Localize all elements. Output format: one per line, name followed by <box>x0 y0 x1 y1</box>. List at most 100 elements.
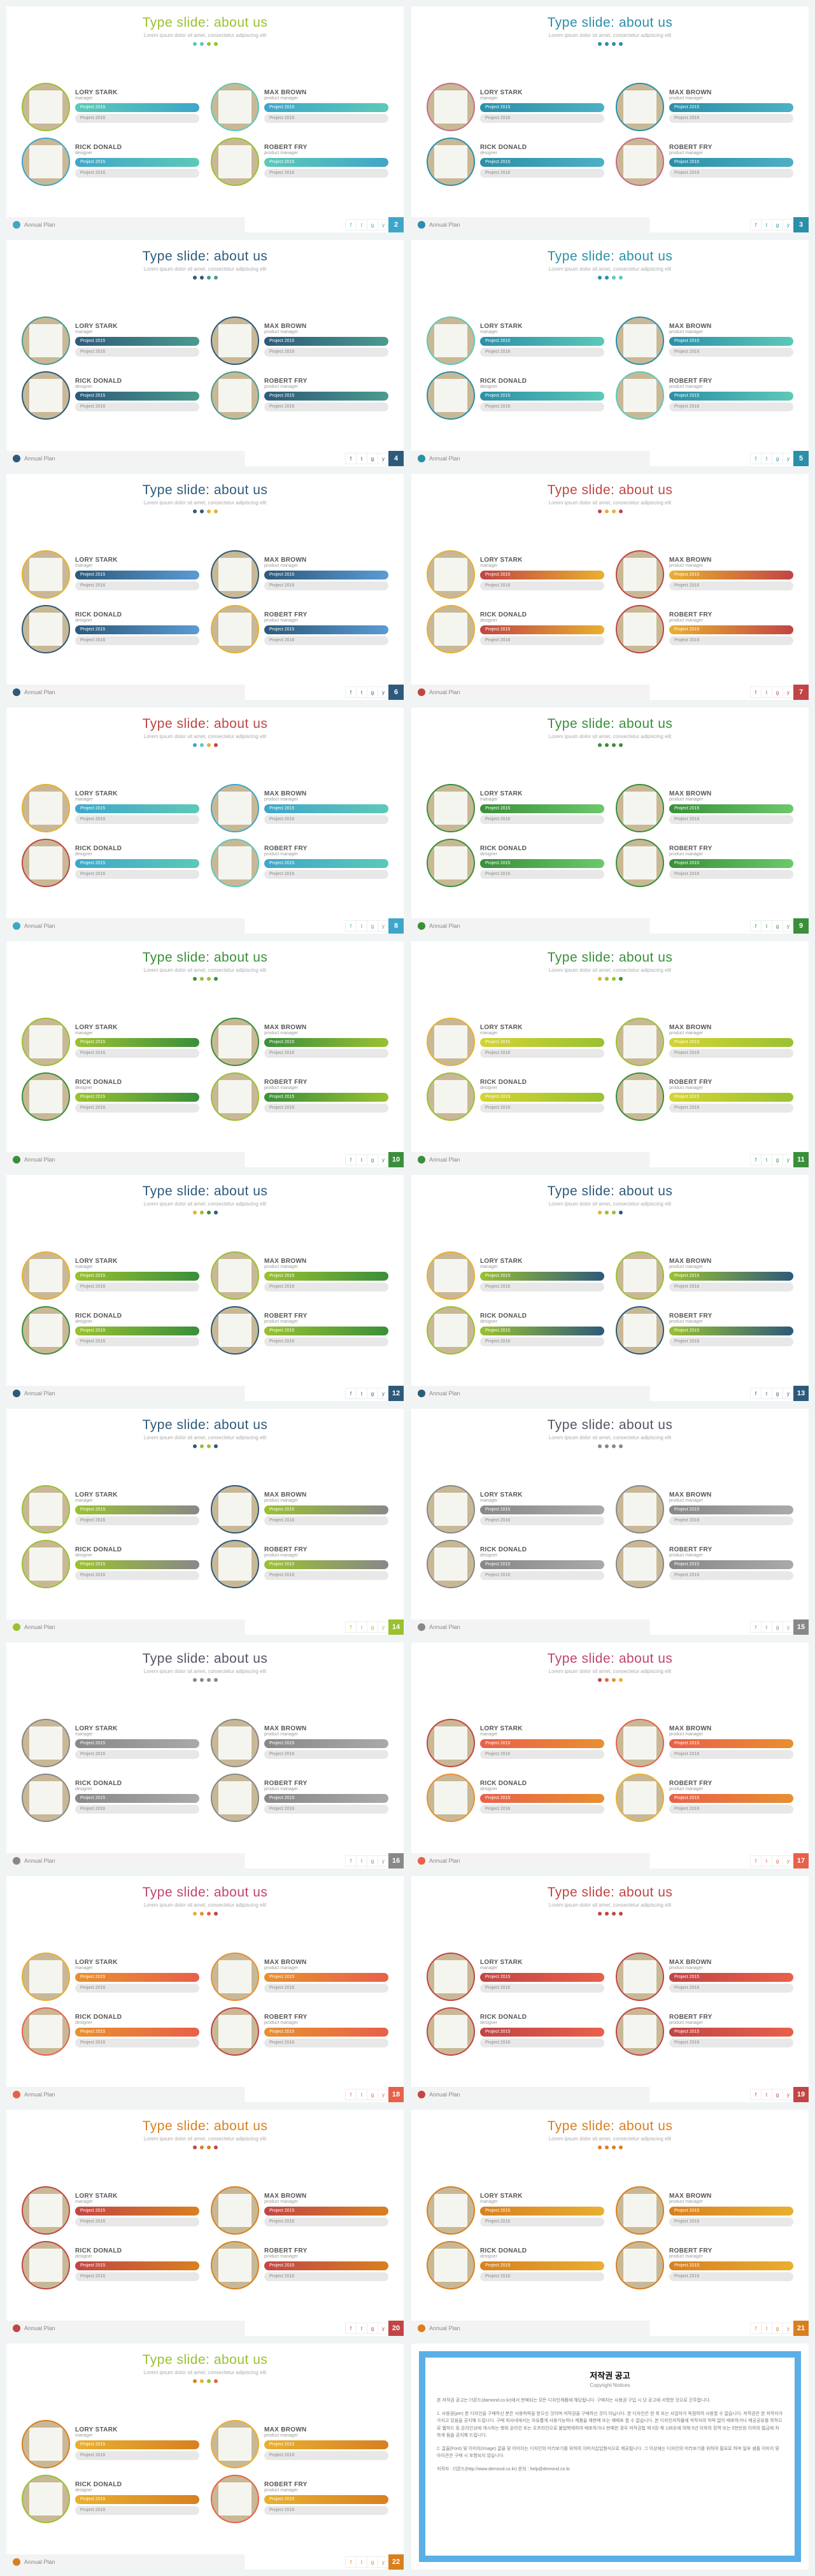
social-icon[interactable]: g <box>367 2323 378 2334</box>
social-icon[interactable]: f <box>750 687 762 698</box>
social-icon[interactable]: g <box>367 1855 378 1867</box>
social-icon[interactable]: g <box>772 1621 783 1633</box>
social-icon[interactable]: t <box>356 920 367 932</box>
social-icon[interactable]: y <box>783 1154 794 1165</box>
social-icon[interactable]: t <box>356 219 367 231</box>
social-icon[interactable]: y <box>783 920 794 932</box>
footer-label: Annual Plan <box>429 455 460 462</box>
person-name: ROBERT FRY <box>264 2247 388 2254</box>
social-icon[interactable]: f <box>345 1154 357 1165</box>
social-icon[interactable]: g <box>367 2556 378 2568</box>
social-icon[interactable]: t <box>356 687 367 698</box>
social-icon[interactable]: t <box>356 1154 367 1165</box>
social-icon[interactable]: y <box>378 2323 389 2334</box>
social-icon[interactable]: g <box>367 920 378 932</box>
social-icon[interactable]: g <box>367 687 378 698</box>
project-pill: Project 2016 <box>669 2217 793 2226</box>
social-icon[interactable]: y <box>378 920 389 932</box>
social-icon[interactable]: f <box>750 1855 762 1867</box>
social-icon[interactable]: t <box>761 1855 772 1867</box>
social-icon[interactable]: f <box>750 920 762 932</box>
social-icon[interactable]: f <box>345 1855 357 1867</box>
social-icon[interactable]: f <box>345 687 357 698</box>
social-icon[interactable]: y <box>783 1388 794 1399</box>
social-icon[interactable]: g <box>367 453 378 464</box>
social-icon[interactable]: f <box>750 2089 762 2100</box>
social-icon[interactable]: g <box>367 219 378 231</box>
social-icon[interactable]: g <box>772 1388 783 1399</box>
social-icon[interactable]: g <box>772 453 783 464</box>
social-icon[interactable]: y <box>783 2323 794 2334</box>
social-icon[interactable]: y <box>783 687 794 698</box>
social-icon[interactable]: t <box>356 1621 367 1633</box>
project-pill: Project 2016 <box>264 348 388 357</box>
social-icon[interactable]: f <box>345 1388 357 1399</box>
social-icon[interactable]: f <box>345 219 357 231</box>
social-icon[interactable]: t <box>761 920 772 932</box>
social-icon[interactable]: y <box>783 453 794 464</box>
social-icon[interactable]: t <box>356 453 367 464</box>
avatar <box>211 2475 259 2523</box>
social-icon[interactable]: f <box>345 2323 357 2334</box>
social-icon[interactable]: g <box>772 2089 783 2100</box>
social-icon[interactable]: f <box>750 219 762 231</box>
person-role: designer <box>480 385 604 389</box>
social-icon[interactable]: f <box>345 920 357 932</box>
social-icon[interactable]: f <box>345 2089 357 2100</box>
social-icon[interactable]: y <box>783 1621 794 1633</box>
social-icon[interactable]: t <box>761 2089 772 2100</box>
social-icon[interactable]: t <box>761 1154 772 1165</box>
social-icon[interactable]: f <box>750 1154 762 1165</box>
social-icon[interactable]: f <box>345 1621 357 1633</box>
social-icon[interactable]: y <box>378 687 389 698</box>
social-icon[interactable]: g <box>367 1154 378 1165</box>
social-icon[interactable]: g <box>772 2323 783 2334</box>
person-info: RICK DONALDdesignerProject 2015Project 2… <box>480 611 604 647</box>
social-icon[interactable]: f <box>750 1621 762 1633</box>
dot <box>200 2379 204 2383</box>
social-icon[interactable]: t <box>761 453 772 464</box>
social-icon[interactable]: y <box>378 1388 389 1399</box>
social-icon[interactable]: y <box>378 219 389 231</box>
social-icon[interactable]: y <box>378 1154 389 1165</box>
social-icon[interactable]: f <box>345 2556 357 2568</box>
social-icon[interactable]: g <box>367 2089 378 2100</box>
social-icon[interactable]: g <box>772 1154 783 1165</box>
social-icon[interactable]: f <box>750 2323 762 2334</box>
social-icon[interactable]: y <box>783 1855 794 1867</box>
social-icon[interactable]: g <box>772 920 783 932</box>
social-icon[interactable]: t <box>356 2089 367 2100</box>
social-icon[interactable]: t <box>356 2323 367 2334</box>
social-icon[interactable]: t <box>761 219 772 231</box>
social-icon[interactable]: y <box>783 2089 794 2100</box>
slide-title: Type slide: about us <box>411 483 809 498</box>
dot <box>605 509 609 513</box>
social-icon[interactable]: f <box>750 1388 762 1399</box>
social-icon[interactable]: g <box>772 219 783 231</box>
social-icon[interactable]: f <box>345 453 357 464</box>
social-icon[interactable]: y <box>783 219 794 231</box>
page-number: 20 <box>388 2321 404 2336</box>
social-icon[interactable]: y <box>378 453 389 464</box>
social-icon[interactable]: t <box>356 2556 367 2568</box>
social-icon[interactable]: t <box>761 687 772 698</box>
social-icon[interactable]: y <box>378 1621 389 1633</box>
avatar <box>211 1774 259 1822</box>
social-icon[interactable]: g <box>772 1855 783 1867</box>
social-icon[interactable]: t <box>356 1855 367 1867</box>
social-icon[interactable]: g <box>367 1621 378 1633</box>
social-icon[interactable]: t <box>761 1621 772 1633</box>
social-icon[interactable]: t <box>761 1388 772 1399</box>
dot <box>200 1678 204 1682</box>
project-pill: Project 2015 <box>264 392 388 401</box>
person-info: LORY STARKmanagerProject 2015Project 201… <box>480 1725 604 1761</box>
social-icon[interactable]: g <box>772 687 783 698</box>
social-icon[interactable]: t <box>356 1388 367 1399</box>
project-pill: Project 2015 <box>669 1093 793 1102</box>
social-icon[interactable]: t <box>761 2323 772 2334</box>
social-icon[interactable]: g <box>367 1388 378 1399</box>
social-icon[interactable]: y <box>378 1855 389 1867</box>
social-icon[interactable]: y <box>378 2556 389 2568</box>
social-icon[interactable]: f <box>750 453 762 464</box>
social-icon[interactable]: y <box>378 2089 389 2100</box>
